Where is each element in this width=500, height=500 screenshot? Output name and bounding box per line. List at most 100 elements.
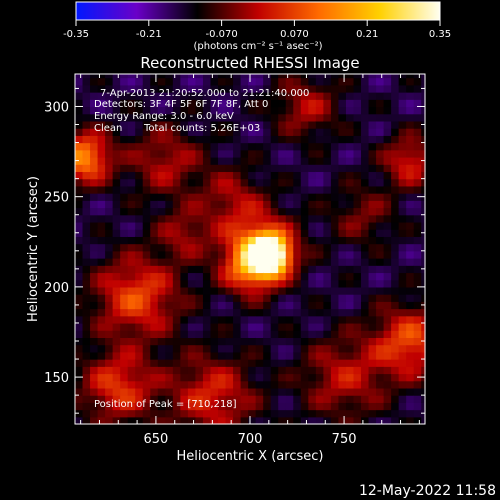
heatmap-cell bbox=[308, 149, 317, 158]
heatmap-cell bbox=[338, 380, 347, 389]
heatmap-cell bbox=[398, 164, 407, 173]
heatmap-cell bbox=[248, 221, 257, 230]
heatmap-cell bbox=[112, 77, 121, 86]
heatmap-cell bbox=[383, 135, 392, 144]
heatmap-cell bbox=[315, 330, 324, 339]
heatmap-cell bbox=[82, 373, 91, 382]
heatmap-cell bbox=[90, 77, 99, 86]
heatmap-cell bbox=[398, 193, 407, 201]
heatmap-cell bbox=[391, 99, 400, 108]
heatmap-cell bbox=[120, 243, 129, 252]
heatmap-cell bbox=[270, 337, 279, 346]
heatmap-cell bbox=[195, 315, 204, 324]
heatmap-cell bbox=[225, 207, 234, 216]
heatmap-cell bbox=[270, 185, 279, 194]
heatmap-cell bbox=[180, 200, 189, 209]
heatmap-cell bbox=[391, 265, 400, 274]
heatmap-cell bbox=[202, 395, 212, 403]
heatmap-cell bbox=[225, 351, 234, 360]
heatmap-cell bbox=[82, 229, 91, 237]
heatmap-cell bbox=[383, 380, 392, 389]
heatmap-cell bbox=[172, 200, 181, 209]
heatmap-cell bbox=[315, 164, 324, 173]
detectors-annotation: Detectors: 3F 4F 5F 6F 7F 8F, Att 0 bbox=[94, 99, 268, 110]
heatmap-cell bbox=[406, 156, 415, 165]
heatmap-cell bbox=[323, 113, 332, 122]
heatmap-cell bbox=[315, 279, 324, 288]
heatmap-cell bbox=[240, 286, 249, 295]
heatmap-cell bbox=[225, 308, 234, 317]
heatmap-cell bbox=[406, 106, 415, 115]
heatmap-cell bbox=[255, 308, 264, 317]
heatmap-cell bbox=[142, 84, 151, 93]
heatmap-cell bbox=[218, 106, 227, 115]
heatmap-cell bbox=[233, 92, 242, 100]
heatmap-cell bbox=[338, 250, 347, 259]
heatmap-cell bbox=[187, 221, 197, 230]
heatmap-cell bbox=[165, 409, 174, 418]
heatmap-cell bbox=[180, 84, 189, 93]
heatmap-cell bbox=[112, 359, 121, 367]
heatmap-cell bbox=[210, 308, 219, 317]
heatmap-cell bbox=[127, 402, 136, 411]
heatmap-cell bbox=[90, 272, 99, 281]
heatmap-cell bbox=[180, 74, 189, 79]
heatmap-cell bbox=[157, 128, 166, 136]
heatmap-cell bbox=[398, 84, 407, 93]
heatmap-cell bbox=[330, 221, 340, 230]
heatmap-cell bbox=[398, 200, 407, 209]
heatmap-cell bbox=[255, 221, 264, 230]
heatmap-cell bbox=[361, 366, 370, 375]
heatmap-cell bbox=[112, 301, 121, 310]
heatmap-cell bbox=[330, 207, 340, 216]
heatmap-cell bbox=[195, 337, 204, 346]
heatmap-cell bbox=[413, 359, 422, 367]
heatmap-cell bbox=[157, 279, 166, 288]
heatmap-cell bbox=[315, 84, 324, 93]
heatmap-cell bbox=[278, 344, 287, 353]
heatmap-cell bbox=[248, 409, 257, 418]
heatmap-cell bbox=[263, 92, 272, 100]
heatmap-cell bbox=[368, 337, 377, 346]
heatmap-cell bbox=[255, 142, 264, 151]
heatmap-cell bbox=[195, 265, 204, 274]
heatmap-cell bbox=[413, 272, 422, 281]
heatmap-cell bbox=[187, 185, 197, 194]
heatmap-cell bbox=[421, 185, 426, 194]
heatmap-cell bbox=[383, 387, 392, 396]
heatmap-cell bbox=[240, 214, 249, 223]
heatmap-cell bbox=[391, 301, 400, 310]
heatmap-cell bbox=[353, 77, 362, 86]
heatmap-cell bbox=[376, 359, 385, 367]
heatmap-cell bbox=[361, 135, 370, 144]
heatmap-cell bbox=[75, 308, 84, 317]
heatmap-cell bbox=[285, 92, 294, 100]
heatmap-cell bbox=[376, 142, 385, 151]
heatmap-cell bbox=[135, 178, 144, 187]
heatmap-cell bbox=[180, 301, 189, 310]
heatmap-cell bbox=[383, 149, 392, 158]
heatmap-cell bbox=[210, 351, 219, 360]
heatmap-cell bbox=[82, 286, 91, 295]
heatmap-cell bbox=[225, 77, 234, 86]
heatmap-cell bbox=[300, 229, 309, 237]
heatmap-cell bbox=[82, 84, 91, 93]
heatmap-cell bbox=[142, 315, 151, 324]
heatmap-cell bbox=[127, 207, 136, 216]
heatmap-cell bbox=[127, 106, 136, 115]
heatmap-cell bbox=[112, 164, 121, 173]
heatmap-cell bbox=[308, 135, 317, 144]
heatmap-cell bbox=[97, 236, 106, 245]
heatmap-cell bbox=[82, 301, 91, 310]
heatmap-cell bbox=[75, 402, 84, 411]
heatmap-cell bbox=[278, 416, 287, 425]
heatmap-cell bbox=[285, 380, 294, 389]
heatmap-cell bbox=[135, 344, 144, 353]
heatmap-cell bbox=[210, 92, 219, 100]
heatmap-cell bbox=[105, 366, 114, 375]
heatmap-cell bbox=[112, 409, 121, 418]
heatmap-cell bbox=[300, 243, 309, 252]
heatmap-cell bbox=[330, 171, 340, 180]
heatmap-cell bbox=[218, 322, 227, 331]
x-axis-label: Heliocentric X (arcsec) bbox=[177, 449, 324, 464]
